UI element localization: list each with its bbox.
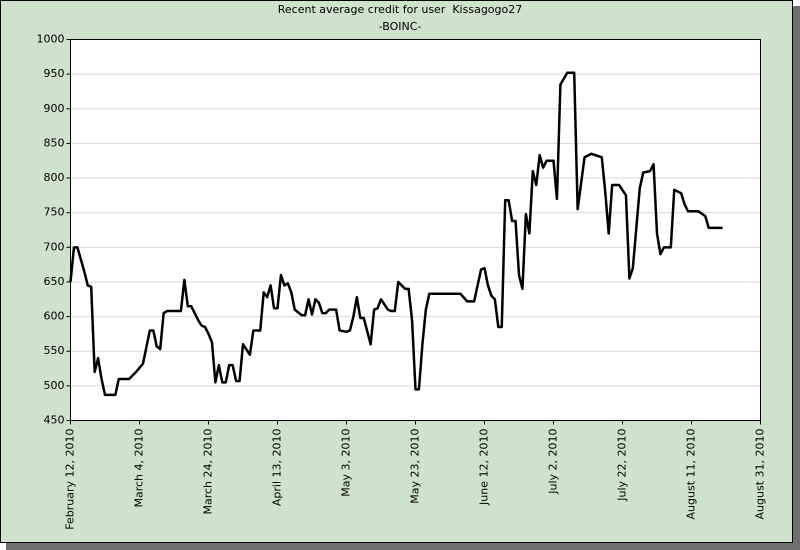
- x-tick-label: August 11, 2010: [685, 429, 698, 520]
- y-tick-label: 850: [44, 136, 65, 149]
- x-tick-label: May 3, 2010: [340, 429, 353, 497]
- y-tick-label: 500: [44, 379, 65, 392]
- y-tick-label: 900: [44, 102, 65, 115]
- x-tick-label: May 23, 2010: [409, 429, 422, 504]
- x-tick-label: February 12, 2010: [64, 429, 77, 530]
- y-tick-label: 1000: [37, 33, 65, 46]
- data-line: [69, 71, 723, 397]
- y-tick-label: 950: [44, 67, 65, 80]
- x-tick-label: July 22, 2010: [616, 429, 629, 502]
- plot-area: [70, 39, 761, 421]
- x-tick-label: July 2, 2010: [547, 429, 560, 495]
- chart-title: Recent average credit for user Kissagogo…: [278, 3, 523, 16]
- x-tick-label: June 12, 2010: [478, 429, 491, 506]
- y-tick-label: 750: [44, 206, 65, 219]
- x-tick-label: March 4, 2010: [133, 429, 146, 508]
- y-tick-label: 600: [44, 310, 65, 323]
- x-tick-label: April 13, 2010: [271, 429, 284, 507]
- y-tick-label: 700: [44, 240, 65, 253]
- x-tick-label: August 31, 2010: [754, 429, 767, 520]
- x-tick-label: March 24, 2010: [202, 429, 215, 515]
- y-tick-label: 550: [44, 344, 65, 357]
- y-tick-label: 800: [44, 171, 65, 184]
- plot-border: [70, 39, 761, 421]
- y-tick-label: 450: [44, 414, 65, 427]
- y-tick-label: 650: [44, 275, 65, 288]
- chart-subtitle: -BOINC-: [379, 20, 422, 33]
